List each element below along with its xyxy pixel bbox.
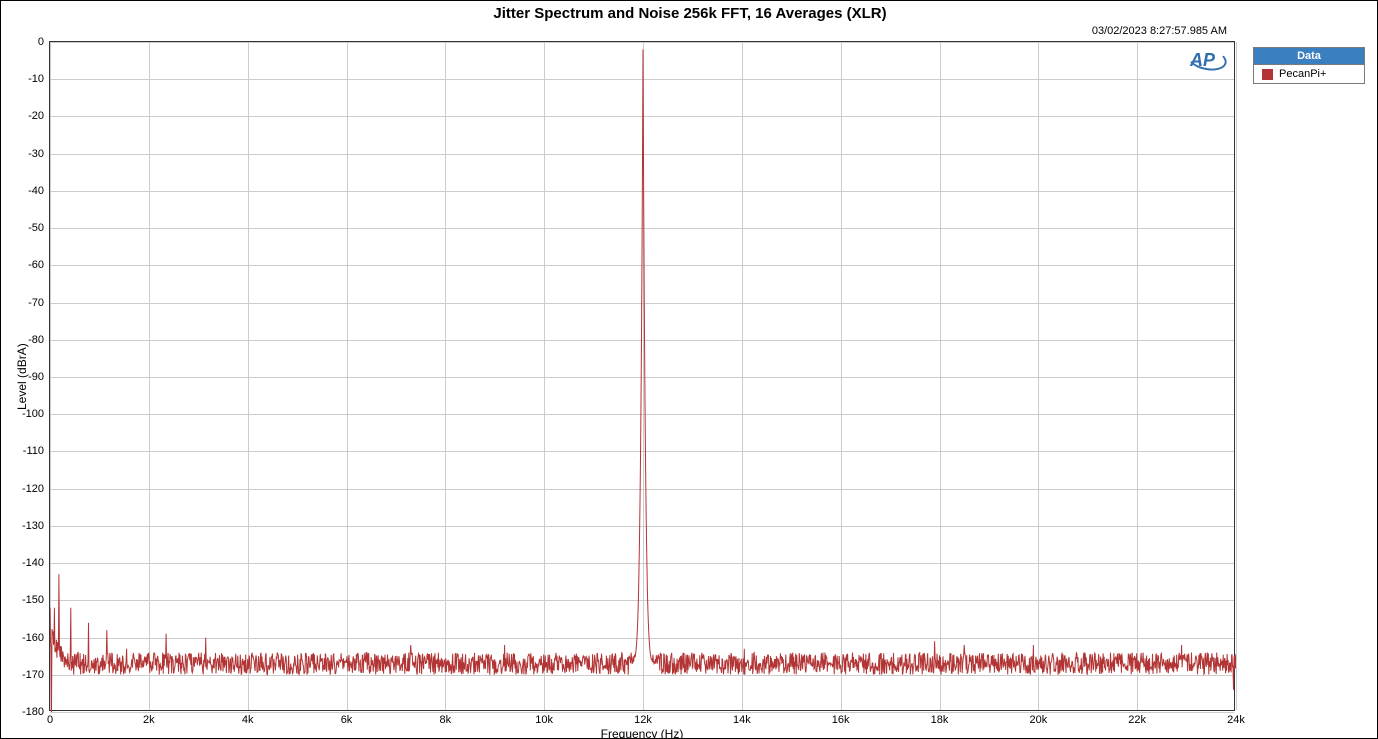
x-tick-label: 16k	[832, 714, 850, 726]
y-tick-label: -40	[28, 185, 44, 197]
legend-items: PecanPi+	[1254, 65, 1364, 83]
legend-label: PecanPi+	[1279, 68, 1326, 80]
x-tick-label: 22k	[1128, 714, 1146, 726]
y-tick-label: -130	[22, 520, 44, 532]
ap-logo: AP	[1190, 50, 1224, 72]
x-tick-label: 0	[47, 714, 53, 726]
x-tick-label: 10k	[535, 714, 553, 726]
y-tick-label: -110	[23, 445, 44, 457]
y-tick-label: -160	[22, 632, 44, 644]
x-tick-label: 14k	[733, 714, 751, 726]
y-tick-label: -70	[28, 297, 44, 309]
chart-container: Jitter Spectrum and Noise 256k FFT, 16 A…	[0, 0, 1378, 739]
x-tick-label: 8k	[440, 714, 452, 726]
y-tick-label: 0	[38, 36, 44, 48]
grid-line-v	[1236, 42, 1237, 710]
y-tick-label: -140	[22, 557, 44, 569]
legend-title: Data	[1254, 48, 1364, 65]
series-svg	[50, 42, 1236, 712]
grid-line-h	[50, 712, 1234, 713]
y-tick-label: -90	[28, 371, 44, 383]
chart-title: Jitter Spectrum and Noise 256k FFT, 16 A…	[1, 5, 1378, 22]
y-tick-label: -60	[28, 259, 44, 271]
legend-swatch	[1262, 69, 1273, 80]
x-tick-label: 6k	[341, 714, 353, 726]
x-tick-label: 2k	[143, 714, 155, 726]
x-tick-label: 12k	[634, 714, 652, 726]
y-tick-label: -180	[22, 706, 44, 718]
y-tick-label: -100	[22, 408, 44, 420]
x-tick-label: 24k	[1227, 714, 1245, 726]
y-tick-label: -50	[28, 222, 44, 234]
x-tick-label: 20k	[1029, 714, 1047, 726]
y-tick-label: -20	[28, 110, 44, 122]
x-tick-label: 4k	[242, 714, 254, 726]
timestamp: 03/02/2023 8:27:57.985 AM	[1092, 25, 1227, 37]
y-tick-label: -150	[22, 594, 44, 606]
x-tick-label: 18k	[931, 714, 949, 726]
legend-item: PecanPi+	[1254, 65, 1364, 83]
x-axis-label: Frequency (Hz)	[601, 727, 684, 739]
y-tick-label: -80	[28, 334, 44, 346]
plot-area: 0-10-20-30-40-50-60-70-80-90-100-110-120…	[49, 41, 1235, 711]
plot-inner: 0-10-20-30-40-50-60-70-80-90-100-110-120…	[50, 42, 1234, 710]
y-tick-label: -30	[28, 148, 44, 160]
legend: Data PecanPi+	[1253, 47, 1365, 84]
series-line	[50, 49, 1236, 712]
y-tick-label: -170	[22, 669, 44, 681]
y-axis-label: Level (dBrA)	[15, 343, 29, 410]
y-tick-label: -120	[22, 483, 44, 495]
y-tick-label: -10	[28, 73, 44, 85]
